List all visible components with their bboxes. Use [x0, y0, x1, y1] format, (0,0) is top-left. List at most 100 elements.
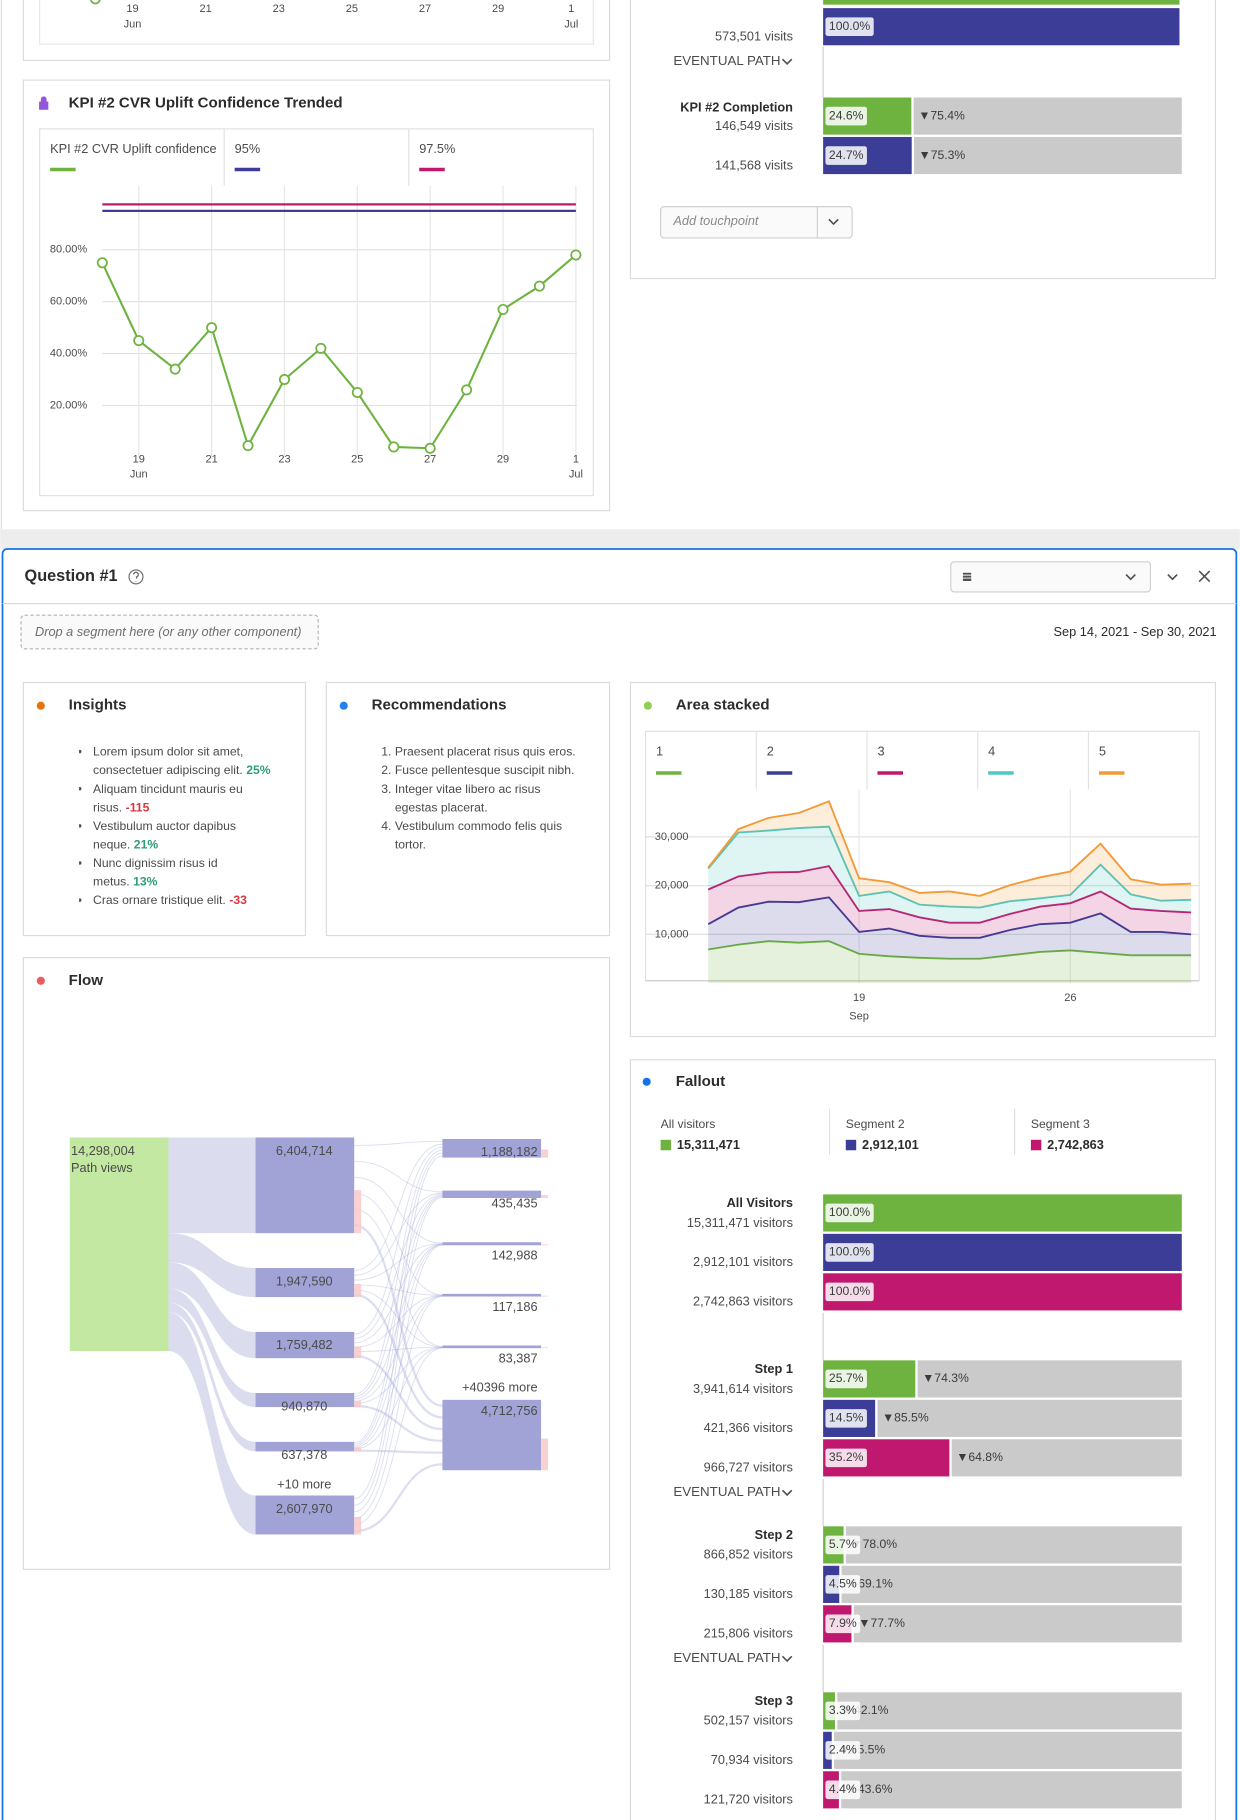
- legend-label: 1: [656, 744, 663, 759]
- flow-link-thin: [354, 1404, 443, 1443]
- fallout-remainder: [837, 1692, 1182, 1730]
- x-tick-sublabel: Sep: [849, 1011, 869, 1023]
- legend-label: KPI #2 CVR Uplift confidence: [50, 141, 217, 156]
- drop-zone[interactable]: [20, 614, 319, 650]
- x-tick-label: 29: [497, 454, 509, 466]
- chart-frame: [39, 128, 594, 497]
- chevron: [781, 58, 793, 65]
- visitors-label: 2,742,863 visitors: [693, 1294, 793, 1309]
- flow-link-thin: [354, 1295, 443, 1448]
- question-title: Question #1: [25, 567, 118, 585]
- x-tick-label: 23: [278, 454, 290, 466]
- flow-node-value: 83,387: [499, 1351, 538, 1366]
- point-marker: [351, 386, 363, 398]
- insight-text: Cras ornare tristique elit.: [93, 893, 226, 908]
- point-marker: [133, 335, 145, 347]
- panel-title: Flow: [69, 972, 104, 989]
- dropoff-label: ▼74.3%: [922, 1371, 969, 1385]
- flow-link-thin: [354, 1160, 443, 1193]
- help-icon: [128, 569, 144, 585]
- flow-node: [255, 1137, 355, 1234]
- close-button[interactable]: [1198, 570, 1211, 583]
- bar-label: 100.0%: [829, 1245, 870, 1259]
- bar-label: 100.0%: [829, 1205, 870, 1219]
- flow-node-exit: [354, 1400, 362, 1408]
- collapse-button[interactable]: [1167, 573, 1178, 581]
- point-marker: [315, 342, 327, 354]
- y-tick-label: 30,000: [655, 831, 689, 843]
- fallout-remainder: [913, 97, 1182, 135]
- flow-link: [168, 1288, 256, 1408]
- insight-value: -33: [229, 893, 247, 908]
- point-marker: [424, 442, 436, 454]
- y-tick-label: 10,000: [655, 928, 689, 940]
- point-marker: [278, 373, 290, 386]
- dropoff-label: ▼75.3%: [919, 148, 966, 162]
- bar-label-bg: [825, 1369, 867, 1389]
- y-tick-label: 60.00%: [50, 296, 88, 308]
- segment-dropdown[interactable]: [950, 561, 1152, 593]
- fallout-remainder: [845, 1526, 1182, 1564]
- flow-link-thin: [354, 1295, 443, 1348]
- flow-node: [255, 1331, 355, 1359]
- step-label: KPI #2 Completion: [680, 99, 793, 114]
- flow-node-exit: [541, 1244, 549, 1246]
- chevron: [828, 218, 839, 226]
- bar-label: 24.6%: [829, 108, 864, 122]
- recommendations-list: Praesent placerat risus quis eros.Fusce …: [369, 743, 578, 854]
- segment-total: 2,742,863: [1047, 1137, 1104, 1152]
- drop-zone-text: Drop a segment here (or any other compon…: [35, 624, 301, 639]
- segment-total: 2,912,101: [862, 1137, 919, 1152]
- area-fill: [708, 941, 1192, 984]
- visits-label: 573,501 visits: [715, 29, 793, 44]
- point-marker: [96, 257, 108, 269]
- flow-link-thin: [354, 1176, 443, 1244]
- bar-label: 24.7%: [829, 148, 864, 162]
- panel: [325, 681, 611, 937]
- dropoff-label: ▼75.4%: [918, 108, 965, 122]
- chevron: [781, 1655, 793, 1663]
- fallout-remainder: [914, 136, 1182, 175]
- point-marker: [533, 280, 545, 292]
- area-fill: [708, 826, 1192, 923]
- flow-link-thin: [354, 1243, 443, 1344]
- flow-link: [168, 1262, 256, 1359]
- x-tick-label: 1: [568, 3, 574, 15]
- panel-title: Recommendations: [372, 697, 507, 714]
- flow-link-thin: [354, 1244, 443, 1447]
- bar-label: 14.5%: [829, 1411, 864, 1425]
- visitors-label: 121,720 visitors: [704, 1792, 793, 1807]
- area-line: [707, 825, 1192, 909]
- insights-body: Lorem ipsum dolor sit amet, consectetuer…: [79, 743, 276, 929]
- flow-node-exit: [541, 1438, 549, 1471]
- area-fill: [708, 866, 1192, 938]
- flow-node-value: 2,607,970: [276, 1501, 333, 1516]
- x-tick-sublabel: Jun: [124, 18, 142, 30]
- flow-link-thin: [354, 1243, 443, 1281]
- fallout-bar: [823, 1233, 1182, 1271]
- point-marker: [497, 303, 509, 315]
- flow-node-value: 1,759,482: [276, 1337, 333, 1352]
- fallout-bar: [823, 8, 1180, 46]
- flow-node-value: 6,404,714: [276, 1143, 333, 1158]
- x-tick-label: 19: [126, 3, 138, 15]
- insight-text: Vestibulum auctor dapibus neque.: [93, 819, 237, 852]
- add-touchpoint[interactable]: [660, 206, 853, 239]
- flow-link-thin: [354, 1347, 443, 1526]
- flow-link: [168, 1233, 256, 1298]
- fallout-bar: [823, 1273, 1182, 1311]
- flow-node-value: 1,188,182: [481, 1144, 538, 1159]
- flow-node-value: 14,298,004: [71, 1143, 135, 1158]
- flow-node-label: Path views: [71, 1160, 133, 1175]
- flow-node: [442, 1243, 542, 1246]
- insight-item: Lorem ipsum dolor sit amet, consectetuer…: [93, 743, 276, 780]
- fallout-remainder: [841, 1565, 1182, 1603]
- segment-name: All visitors: [661, 1117, 716, 1131]
- flow-more: +10 more: [277, 1476, 331, 1491]
- flow-link-thin: [354, 1149, 443, 1395]
- visits-label: 146,549 visits: [715, 118, 793, 133]
- point-marker: [461, 384, 473, 396]
- recommendation-item: Praesent placerat risus quis eros.: [395, 743, 578, 762]
- panel-title: Insights: [69, 697, 127, 714]
